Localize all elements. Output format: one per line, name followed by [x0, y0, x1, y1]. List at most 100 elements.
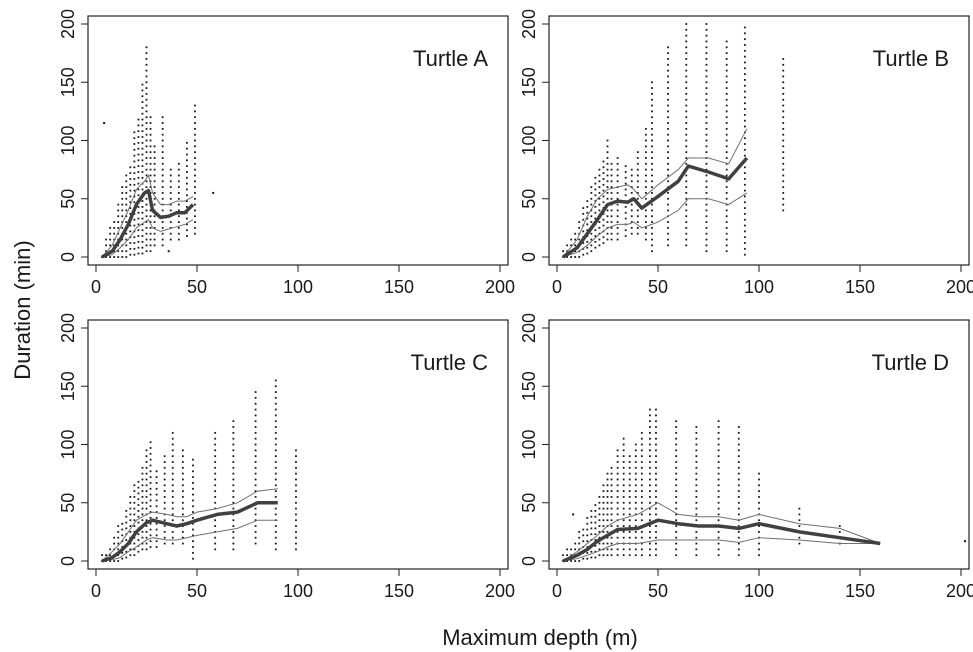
data-point: [145, 87, 148, 89]
data-point: [685, 174, 688, 177]
data-point: [169, 221, 172, 223]
data-point: [598, 519, 601, 522]
data-point: [705, 58, 708, 60]
data-point: [725, 174, 728, 177]
data-point: [675, 484, 678, 487]
data-point: [606, 157, 609, 159]
data-point: [582, 207, 585, 209]
data-point: [145, 536, 148, 539]
data-point: [685, 23, 688, 25]
data-point: [133, 513, 136, 516]
y-tick-label: 200: [519, 313, 539, 343]
data-point: [649, 437, 651, 440]
data-point: [133, 542, 136, 545]
data-point: [295, 525, 297, 527]
data-point: [634, 490, 637, 492]
data-point: [606, 542, 609, 545]
data-point: [667, 63, 669, 66]
data-point: [610, 472, 613, 475]
data-point: [295, 542, 297, 545]
data-point: [705, 232, 708, 235]
data-point: [651, 122, 653, 124]
data-point: [655, 466, 657, 469]
data-point: [628, 536, 631, 539]
data-point: [145, 519, 148, 522]
data-point: [758, 501, 760, 504]
data-point: [685, 145, 688, 148]
data-point: [705, 203, 708, 206]
data-point: [133, 160, 136, 163]
data-point: [137, 521, 140, 524]
data-point: [194, 232, 196, 235]
y-tick-label: 150: [519, 67, 539, 97]
data-point: [141, 507, 144, 510]
data-point: [141, 252, 144, 255]
data-point: [743, 224, 746, 227]
data-point: [145, 122, 148, 124]
data-point: [628, 519, 631, 522]
y-tick-label: 50: [58, 493, 78, 513]
data-point: [782, 93, 785, 95]
data-point: [145, 203, 148, 206]
data-point: [598, 197, 601, 200]
data-point: [232, 496, 235, 498]
data-point: [655, 443, 657, 446]
data-point: [782, 197, 785, 200]
data-point: [695, 431, 698, 434]
x-tick-label: 200: [946, 277, 973, 297]
data-point: [145, 455, 148, 458]
data-point: [667, 238, 669, 241]
data-point: [155, 522, 158, 525]
data-point: [636, 186, 639, 188]
data-point: [602, 496, 605, 498]
data-point: [129, 178, 132, 180]
data-point: [598, 244, 601, 247]
data-point: [616, 157, 619, 159]
data-point: [616, 536, 619, 539]
x-tick-label: 50: [648, 581, 668, 601]
data-point: [133, 178, 136, 180]
data-point: [590, 203, 593, 206]
data-point: [717, 507, 720, 510]
data-point: [186, 194, 188, 197]
data-point: [667, 81, 669, 84]
data-point: [570, 548, 573, 551]
data-point: [141, 542, 144, 545]
data-point: [586, 528, 589, 531]
data-point: [274, 402, 277, 405]
data-point: [598, 530, 601, 533]
data-point: [598, 180, 601, 183]
data-point: [117, 221, 120, 223]
data-point: [145, 209, 148, 212]
data-point: [562, 560, 564, 562]
data-point: [155, 505, 158, 508]
data-point: [655, 496, 657, 498]
data-point: [594, 206, 597, 208]
data-point: [149, 232, 152, 235]
data-point: [622, 461, 625, 463]
data-point: [602, 218, 605, 221]
data-point: [594, 550, 597, 553]
data-point: [194, 186, 196, 188]
data-point: [566, 256, 568, 258]
data-point: [109, 232, 112, 235]
data-point: [743, 230, 746, 233]
data-point: [610, 548, 613, 551]
data-point: [640, 472, 643, 475]
data-point: [685, 232, 688, 235]
data-point: [667, 226, 669, 229]
data-point: [109, 244, 112, 247]
data-point: [725, 221, 728, 223]
data-point: [606, 151, 609, 154]
data-point: [133, 242, 136, 244]
data-point: [610, 221, 613, 223]
data-point: [725, 58, 728, 60]
data-point: [192, 546, 194, 548]
data-point: [655, 455, 657, 458]
data-point: [254, 426, 257, 428]
data-point: [594, 194, 597, 197]
data-point: [129, 189, 132, 192]
data-point: [606, 186, 609, 188]
data-point: [232, 426, 235, 428]
data-point: [725, 93, 728, 95]
